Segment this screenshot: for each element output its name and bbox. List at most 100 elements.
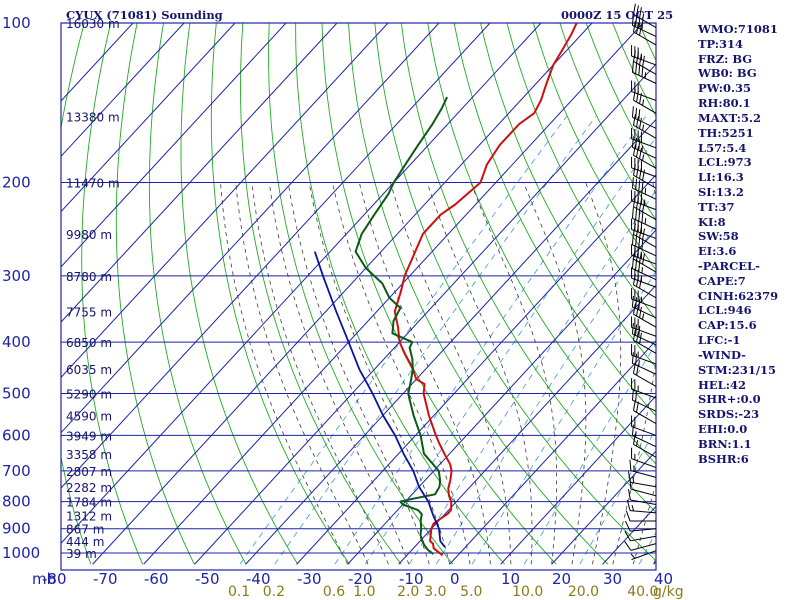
sounding-traces (313, 23, 578, 557)
wind-barb (631, 177, 657, 200)
dry-adiabat (295, 23, 505, 565)
isotherm-line (245, 118, 656, 565)
wind-barb (632, 114, 657, 139)
mixing-ratio-label: 20.0 (568, 584, 599, 600)
height-label: 5290 m (66, 387, 112, 401)
pressure-label: 1000 (2, 544, 40, 562)
wind-barb (629, 478, 657, 497)
height-label: 13380 m (66, 110, 120, 124)
temperature-label: 0 (450, 570, 460, 588)
height-label: 2282 m (66, 481, 112, 495)
wind-barb (624, 531, 657, 542)
stat-item: EHI:0.0 (698, 421, 748, 436)
sounding-time: 0000Z 15 OCT 25 (561, 8, 673, 22)
isotherm-line (61, 23, 491, 489)
height-label: 3358 m (66, 448, 112, 462)
temperature-label: 10 (501, 570, 520, 588)
stat-item: WB0: BG (698, 66, 757, 81)
stat-item: HEL:42 (698, 377, 746, 392)
stat-item: TH:5251 (698, 125, 754, 140)
moist-adiabat (390, 182, 512, 565)
wind-barb (632, 21, 657, 46)
pressure-label: 500 (2, 384, 31, 402)
stat-item: FRZ: BG (698, 51, 753, 66)
isotherm-line (61, 23, 542, 544)
dry-adiabat (480, 23, 656, 369)
isotherm-line (449, 339, 656, 565)
moist-adiabat (220, 182, 348, 565)
stat-item: TP:314 (698, 36, 744, 51)
wind-barb (627, 489, 657, 505)
parcel-trace (313, 251, 446, 548)
mixing-ratio-label: 2.0 (397, 584, 419, 600)
mixing-ratio-label: 40.0 (627, 584, 658, 600)
moist-adiabats (220, 182, 656, 565)
mixing-ratio-label: 3.0 (424, 584, 446, 600)
stat-item: PW:0.35 (698, 81, 752, 96)
temperature-label: 30 (603, 570, 622, 588)
isotherm-line (500, 395, 656, 565)
wind-barb (624, 520, 657, 532)
isotherm-line (61, 23, 185, 158)
stat-item: BSHR:6 (698, 451, 749, 466)
moist-adiabat (470, 182, 557, 565)
wind-barbs (624, 3, 657, 561)
height-label: 444 m (66, 535, 104, 549)
dry-adiabat (240, 23, 402, 565)
wind-barb (632, 303, 657, 328)
isotherm-line (194, 63, 656, 565)
height-label: 3949 m (66, 429, 112, 443)
wind-barb (625, 510, 656, 522)
pressure-label: 100 (2, 14, 31, 32)
height-label: 7755 m (66, 305, 112, 319)
isotherm-line (92, 23, 593, 565)
height-label: 1312 m (66, 510, 112, 524)
stat-item: CAP:15.6 (698, 318, 757, 333)
wind-barb (626, 499, 657, 514)
wind-barb (632, 248, 657, 273)
stat-item: -WIND- (698, 347, 746, 362)
isotherms (61, 23, 656, 565)
isotherm-line (61, 23, 389, 379)
temperature-axis-labels: -80 -70 -60 -50 -40 -30 -20 -10 0 10 20 30 40 (42, 570, 673, 588)
height-label: 1784 m (66, 496, 112, 510)
temperature-label: -10 (399, 570, 424, 588)
wind-barb (632, 329, 657, 354)
dry-adiabat (374, 23, 656, 562)
mixing-ratio-label: 5.0 (460, 584, 482, 600)
mixing-ratio-unit: g/kg (653, 584, 684, 600)
wind-barb (631, 136, 657, 159)
stat-item: SI:13.2 (698, 184, 744, 199)
temperature-label: -80 (42, 570, 67, 588)
stat-item: SW:58 (698, 229, 739, 244)
dry-adiabat (210, 23, 350, 565)
wind-barb (632, 164, 657, 189)
isotherm-line (61, 23, 338, 323)
temperature-label: 20 (552, 570, 571, 588)
moist-adiabat (287, 182, 430, 565)
mixing-ratio-label: 10.0 (512, 584, 543, 600)
wind-barb (632, 273, 657, 299)
pressure-axis-labels: 100 200 300 400 500 600 700 800 900 1000 (2, 14, 40, 562)
wind-barb (632, 144, 657, 169)
wind-barb (632, 50, 657, 75)
wind-barb (630, 550, 657, 561)
mixing-ratio-labels: 0.1 0.2 0.6 1.0 2.0 3.0 5.0 10.0 20.0 40.0g/kg (228, 584, 684, 600)
pressure-label: 400 (2, 333, 31, 351)
isotherm-line (61, 23, 287, 268)
height-label: 39 m (66, 547, 97, 561)
height-label: 16030 m (66, 17, 120, 31)
moist-adiabat (235, 182, 369, 565)
stat-item: MAXT:5.2 (698, 110, 761, 125)
wind-barb (631, 378, 657, 399)
wind-barb (631, 61, 657, 84)
dry-adiabat (347, 23, 609, 565)
stat-item: LFC:-1 (698, 333, 741, 348)
dry-adiabat (148, 23, 247, 565)
temperature-label: -30 (297, 570, 322, 588)
mixing-ratio-label: 0.6 (323, 584, 345, 600)
height-label: 867 m (66, 523, 104, 537)
wind-barb (631, 447, 657, 469)
